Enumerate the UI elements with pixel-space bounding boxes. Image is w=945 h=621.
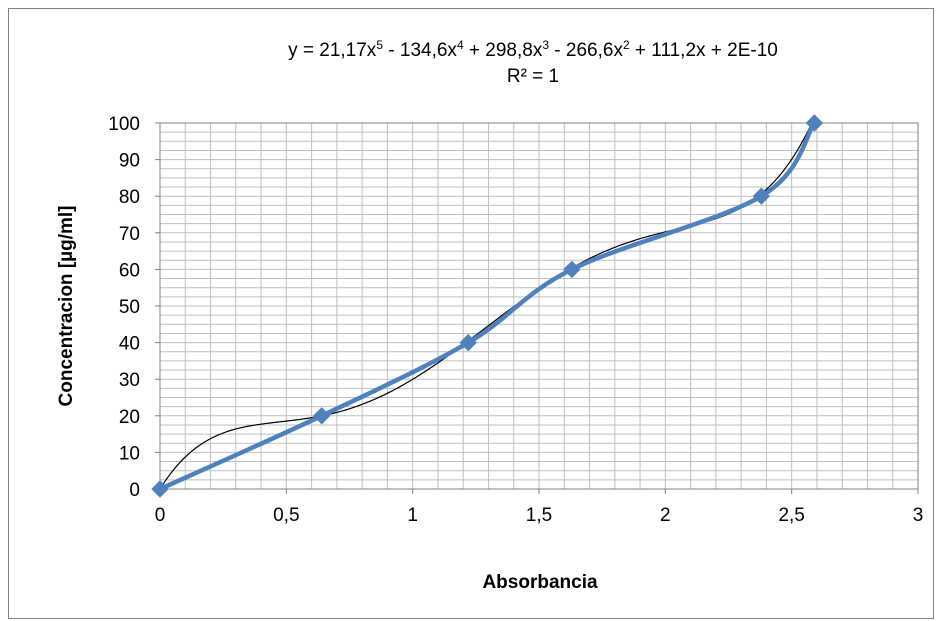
x-tick-label: 1 — [407, 505, 418, 526]
y-tick-label: 30 — [119, 370, 140, 391]
y-tick-label: 10 — [119, 443, 140, 464]
y-tick-label: 90 — [119, 151, 140, 172]
data-point-marker — [312, 407, 331, 425]
data-point-marker — [563, 260, 581, 279]
r-squared-label: R² = 1 — [507, 66, 559, 87]
x-tick-labels: 0 0,5 1 1,5 2 2,5 3 — [155, 505, 924, 526]
y-tick-label: 60 — [119, 260, 140, 281]
y-tick-label: 80 — [119, 187, 140, 208]
x-tick-label: 0 — [155, 505, 166, 526]
y-tick-labels: 0 10 20 30 40 50 60 70 80 90 100 — [108, 114, 140, 501]
y-tick-label: 40 — [119, 334, 140, 355]
data-point-marker — [805, 114, 824, 132]
y-tick-label: 100 — [108, 114, 140, 135]
trendline-equation: y = 21,17x5 - 134,6x4 + 298,8x3 - 266,6x… — [288, 38, 778, 61]
x-tick-label: 1,5 — [526, 505, 552, 526]
x-tick-label: 0,5 — [273, 505, 299, 526]
x-tick-label: 3 — [913, 505, 924, 526]
data-point-marker — [752, 187, 771, 205]
data-point-marker — [151, 480, 169, 498]
x-tick-label: 2 — [660, 505, 671, 526]
y-tick-label: 50 — [119, 297, 140, 318]
series-markers — [151, 114, 824, 498]
x-axis-title: Absorbancia — [482, 572, 598, 593]
y-tick-label: 0 — [129, 480, 140, 501]
chart-frame — [8, 8, 934, 619]
plot-border — [159, 122, 919, 490]
data-point-marker — [459, 333, 477, 352]
x-tick-label: 2,5 — [778, 505, 804, 526]
y-axis-title: Concentracion [µg/ml] — [56, 206, 77, 407]
y-tick-label: 70 — [119, 224, 140, 245]
y-tick-label: 20 — [119, 407, 140, 428]
